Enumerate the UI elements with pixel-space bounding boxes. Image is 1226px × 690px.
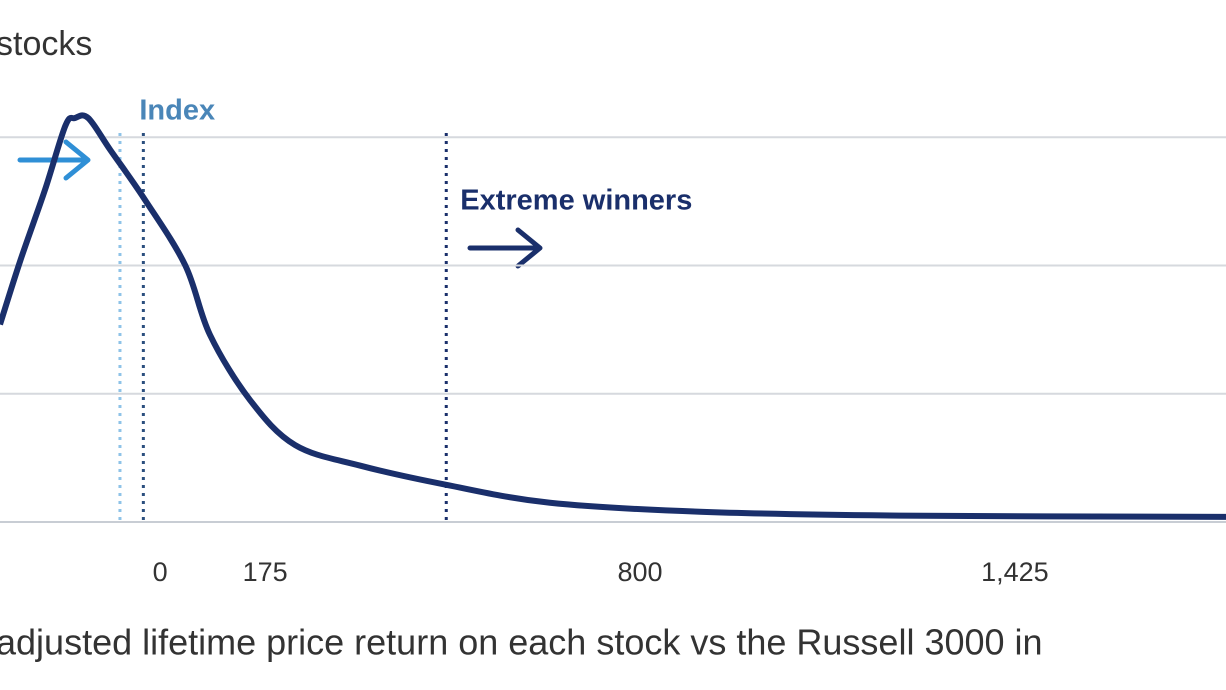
x-axis-label: adjusted lifetime price return on each s… (0, 622, 1043, 663)
annotation: Index (139, 95, 215, 127)
chart-title: stocks (0, 25, 92, 63)
x-tick-label: 1,425 (981, 557, 1049, 587)
density-line (0, 112, 1226, 520)
x-tick-label: 0 (153, 557, 168, 587)
annotation: Extreme winners (460, 185, 692, 217)
x-tick-label: 175 (243, 557, 288, 587)
x-tick-label: 800 (617, 557, 662, 587)
arrow (467, 227, 543, 269)
